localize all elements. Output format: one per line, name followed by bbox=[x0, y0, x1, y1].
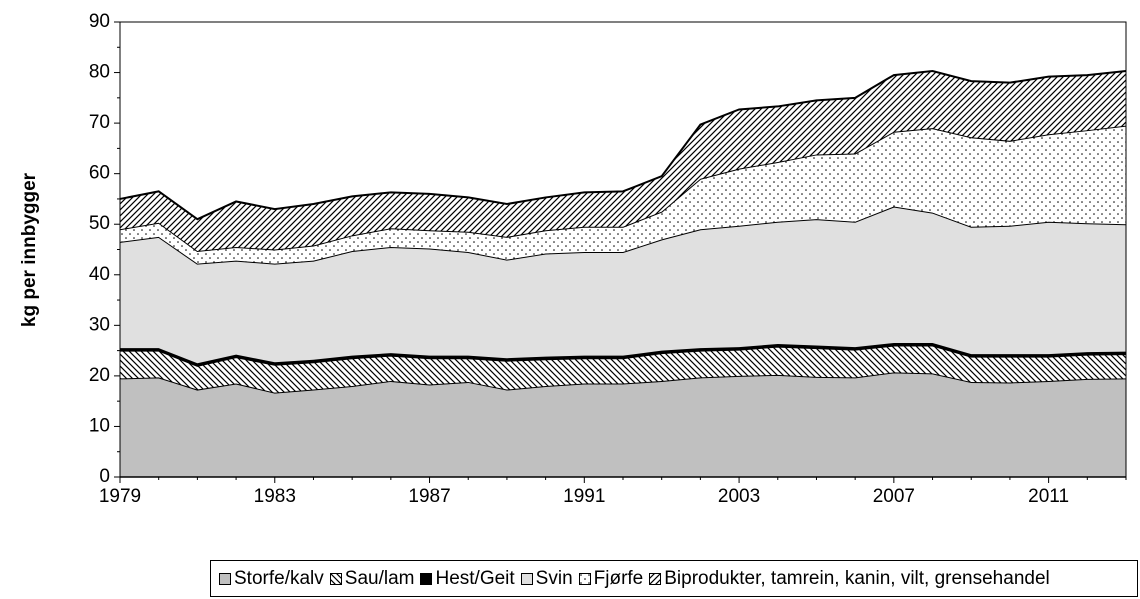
legend-item: Svin bbox=[520, 567, 573, 590]
y-tick-label: 90 bbox=[89, 11, 110, 32]
legend-item: Storfe/kalv bbox=[219, 568, 324, 590]
y-tick-label: 20 bbox=[89, 365, 110, 386]
legend-label: Fjørfe bbox=[593, 567, 644, 589]
legend-item: Sau/lam bbox=[329, 567, 415, 590]
legend-item: Fjørfe bbox=[578, 567, 644, 590]
x-tick-label: 1987 bbox=[408, 486, 450, 507]
legend-swatch bbox=[649, 572, 662, 585]
legend-label: Storfe/kalv bbox=[234, 567, 324, 589]
area bbox=[120, 372, 1126, 477]
legend-swatch bbox=[578, 572, 591, 585]
area bbox=[120, 206, 1126, 364]
y-tick-label: 40 bbox=[89, 264, 110, 285]
x-tick-label: 1979 bbox=[99, 486, 141, 507]
y-tick-label: 30 bbox=[89, 314, 110, 335]
y-tick-label: 0 bbox=[99, 466, 110, 487]
y-axis-title: kg per innbygger bbox=[19, 172, 40, 327]
area bbox=[120, 71, 1126, 252]
legend-label: Biprodukter, tamrein, kanin, vilt, grens… bbox=[664, 567, 1050, 589]
legend-swatch bbox=[520, 572, 533, 585]
legend: Storfe/kalv Sau/lam Hest/Geit Svin Fjørfe Bip… bbox=[210, 560, 1138, 597]
x-tick-label: 1991 bbox=[563, 486, 605, 507]
x-tick-label: 2011 bbox=[1028, 486, 1069, 507]
legend-item: Biprodukter, tamrein, kanin, vilt, grens… bbox=[649, 568, 1050, 590]
y-tick-label: 70 bbox=[89, 112, 110, 133]
area-edge bbox=[120, 342, 1127, 365]
legend-label: Sau/lam bbox=[344, 567, 415, 589]
legend-swatch bbox=[420, 572, 433, 585]
y-tick-label: 50 bbox=[89, 213, 110, 234]
y-tick-label: 80 bbox=[89, 62, 110, 83]
legend-label: Hest/Geit bbox=[435, 567, 515, 589]
area bbox=[120, 125, 1126, 264]
legend-label: Svin bbox=[535, 567, 573, 589]
x-tick-label: 2003 bbox=[718, 486, 760, 507]
y-tick-label: 10 bbox=[89, 415, 110, 436]
legend-swatch bbox=[329, 572, 342, 585]
area-edge bbox=[119, 70, 1127, 221]
legend-swatch bbox=[219, 572, 231, 585]
x-tick-label: 2007 bbox=[873, 486, 915, 507]
y-tick-label: 60 bbox=[89, 163, 110, 184]
chart: kg per innbygger 0 10 20 30 40 50 60 70 80 90 1979… bbox=[19, 11, 1127, 507]
x-tick-label: 1983 bbox=[254, 486, 296, 507]
legend-item: Hest/Geit bbox=[420, 567, 515, 590]
